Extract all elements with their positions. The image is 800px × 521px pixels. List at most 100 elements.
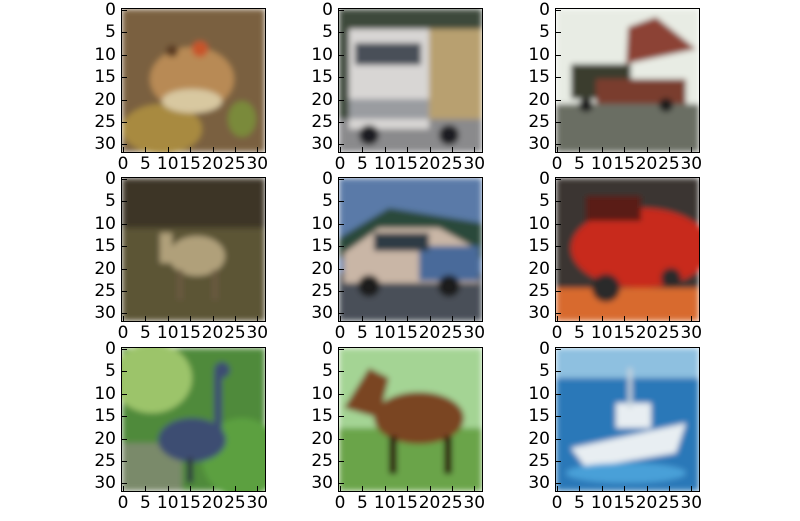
y-tick-label: 10 <box>311 383 333 404</box>
x-tick-label: 10 <box>590 323 613 343</box>
x-tick-label: 15 <box>179 323 201 343</box>
x-tick-label: 5 <box>573 493 585 513</box>
image-panel-car <box>555 177 700 322</box>
x-tick-label: 0 <box>117 154 129 174</box>
y-tick-label: 20 <box>94 428 116 449</box>
y-tick-mark <box>122 99 127 101</box>
x-tick-label: 15 <box>613 323 635 343</box>
x-tick-mark <box>340 316 341 321</box>
y-tick-mark <box>339 246 344 248</box>
y-tick-mark <box>122 246 127 248</box>
y-tick-label: 25 <box>311 450 333 471</box>
y-tick-mark <box>556 201 561 203</box>
y-tick-mark <box>339 438 344 440</box>
y-tick-label: 5 <box>105 361 116 382</box>
x-tick-label: 30 <box>463 323 486 343</box>
y-tick-mark <box>122 416 127 418</box>
y-tick-label: 15 <box>94 67 116 88</box>
x-tick-label: 15 <box>396 323 418 343</box>
x-tick-mark <box>167 316 169 321</box>
x-tick-mark <box>579 316 581 321</box>
y-tick-label: 5 <box>105 22 116 43</box>
x-tick-label: 20 <box>201 493 224 513</box>
y-tick-label: 10 <box>528 213 550 234</box>
x-tick-mark <box>123 316 124 321</box>
image-panel-bird <box>121 347 266 492</box>
image-panel-car <box>338 177 483 322</box>
y-tick-mark <box>122 290 127 292</box>
y-tick-label: 30 <box>528 303 550 324</box>
y-tick-mark <box>122 77 127 79</box>
y-tick-label: 15 <box>528 236 550 257</box>
y-tick-mark <box>556 99 561 101</box>
x-tick-label: 0 <box>117 493 129 513</box>
y-tick-label: 25 <box>311 280 333 301</box>
y-tick-label: 10 <box>311 44 333 65</box>
x-tick-label: 0 <box>551 323 563 343</box>
y-tick-mark <box>339 77 344 79</box>
x-tick-label: 15 <box>396 154 418 174</box>
x-tick-label: 5 <box>356 493 368 513</box>
x-tick-mark <box>362 147 364 152</box>
y-tick-label: 10 <box>94 44 116 65</box>
y-tick-label: 20 <box>311 89 333 110</box>
x-tick-label: 10 <box>373 323 396 343</box>
y-tick-mark <box>339 290 344 292</box>
x-tick-mark <box>557 486 558 491</box>
image-panel-truck <box>555 8 700 153</box>
x-tick-label: 5 <box>573 323 585 343</box>
y-tick-label: 30 <box>311 473 333 494</box>
x-tick-mark <box>646 486 648 491</box>
x-tick-mark <box>624 486 626 491</box>
x-tick-mark <box>212 147 214 152</box>
x-tick-mark <box>167 147 169 152</box>
y-tick-mark <box>556 179 561 180</box>
y-tick-label: 0 <box>105 0 116 20</box>
x-tick-label: 5 <box>139 323 151 343</box>
y-tick-mark <box>339 393 344 395</box>
y-tick-label: 15 <box>311 67 333 88</box>
y-tick-mark <box>339 371 344 373</box>
x-tick-label: 5 <box>139 493 151 513</box>
y-tick-label: 0 <box>105 169 116 189</box>
y-tick-label: 25 <box>94 280 116 301</box>
thumbnail-image <box>121 177 266 322</box>
x-tick-mark <box>362 486 364 491</box>
x-tick-mark <box>668 316 670 321</box>
x-tick-mark <box>384 486 386 491</box>
y-tick-mark <box>122 349 127 350</box>
x-tick-label: 20 <box>635 154 658 174</box>
x-tick-mark <box>579 486 581 491</box>
x-tick-mark <box>407 486 409 491</box>
x-tick-label: 10 <box>590 154 613 174</box>
y-tick-label: 30 <box>311 303 333 324</box>
x-tick-mark <box>407 316 409 321</box>
x-tick-mark <box>601 316 603 321</box>
y-tick-mark <box>122 32 127 34</box>
x-tick-mark <box>429 316 431 321</box>
y-tick-label: 5 <box>539 22 550 43</box>
x-tick-mark <box>257 486 259 491</box>
y-tick-mark <box>556 393 561 395</box>
y-tick-label: 25 <box>528 450 550 471</box>
thumbnail-image <box>555 347 700 492</box>
y-tick-mark <box>122 179 127 180</box>
x-tick-label: 5 <box>356 154 368 174</box>
y-tick-label: 20 <box>528 428 550 449</box>
y-tick-label: 10 <box>311 213 333 234</box>
y-tick-mark <box>556 416 561 418</box>
x-tick-mark <box>123 486 124 491</box>
x-tick-mark <box>190 316 192 321</box>
y-tick-label: 5 <box>539 361 550 382</box>
x-tick-mark <box>384 316 386 321</box>
y-tick-label: 0 <box>539 339 550 359</box>
x-tick-label: 30 <box>246 154 269 174</box>
y-tick-label: 10 <box>528 44 550 65</box>
y-tick-mark <box>339 201 344 203</box>
x-tick-label: 25 <box>658 493 680 513</box>
y-tick-label: 25 <box>94 111 116 132</box>
y-tick-mark <box>556 438 561 440</box>
x-tick-mark <box>212 486 214 491</box>
y-tick-mark <box>556 121 561 123</box>
y-tick-mark <box>339 32 344 34</box>
